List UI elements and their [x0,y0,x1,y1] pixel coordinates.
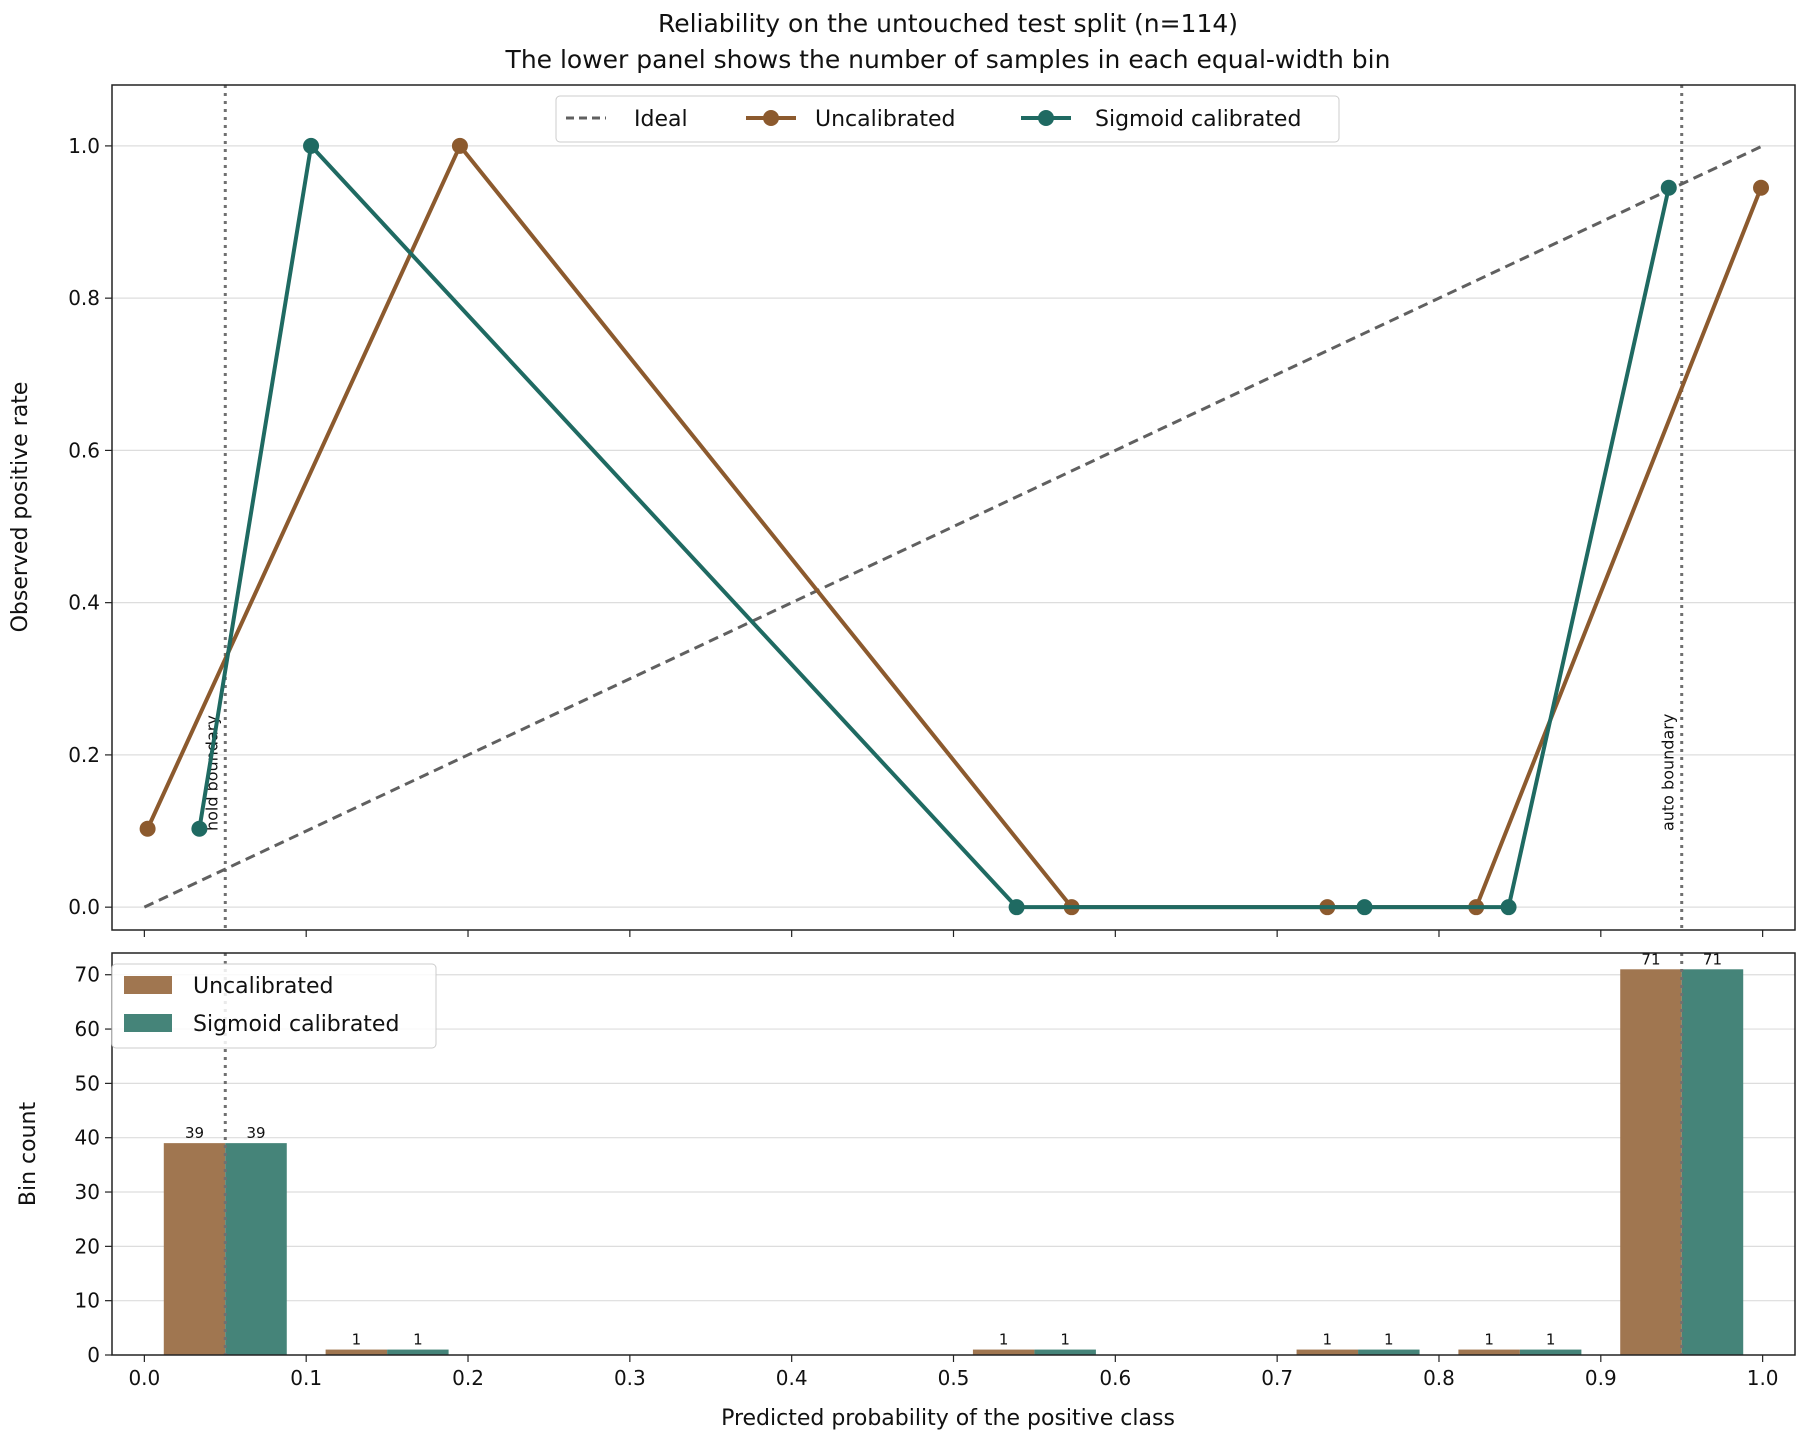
sigmoid-point [1500,899,1517,916]
bin-count-x-ticks: 0.0 0.1 0.2 0.3 0.4 0.5 0.6 0.7 0.8 0.9 1.0 [128,1355,1779,1390]
bin-count-legend-box [111,963,437,1049]
hold-boundary-label: hold boundary [202,715,221,831]
legend-sigmoid-marker [1038,110,1054,126]
uncalibrated-bar [1296,1349,1359,1355]
x-tick-label: 0.9 [1585,1366,1617,1390]
bar-value-label: 1 [1546,1331,1556,1349]
x-tick-label: 0.6 [1099,1366,1131,1390]
bin-count-y-tick-label: 0 [87,1343,100,1367]
sigmoid-point [1356,899,1373,916]
bin-count-y-tick-label: 70 [75,963,100,987]
reliability-y-tick-label: 1.0 [68,134,100,158]
reliability-legend: Ideal Uncalibrated Sigmoid calibrated [555,95,1340,143]
x-axis-label: Predicted probability of the positive cl… [721,1406,1175,1431]
reliability-y-axis-label: Observed positive rate [8,382,33,633]
bin-count-y-tick-label: 60 [75,1017,100,1041]
reliability-boundary-lines: hold boundary auto boundary [202,85,1684,930]
uncalibrated-bar [325,1349,388,1355]
sigmoid-bar [1681,969,1744,1355]
bar-value-label: 39 [185,1124,204,1142]
reliability-series [139,137,1770,916]
reliability-gridlines [112,145,1795,908]
reliability-y-tick-label: 0.8 [68,286,100,310]
uncalibrated-point [139,820,156,837]
legend-uncalibrated-marker [763,110,779,126]
legend-sigmoid-label: Sigmoid calibrated [1095,107,1301,132]
reliability-y-ticks: 0.0 0.2 0.4 0.6 0.8 1.0 [68,134,112,919]
chart-subtitle: The lower panel shows the number of samp… [505,45,1391,74]
sigmoid-point [1008,899,1025,916]
uncalibrated-point [1753,179,1770,196]
legend-bar-uncalibrated-label: Uncalibrated [193,974,333,999]
legend-bar-sigmoid-label: Sigmoid calibrated [193,1012,399,1037]
bin-count-bars: 39 39 1 1 1 1 1 1 1 1 71 71 [163,950,1744,1355]
legend-bar-uncalibrated-swatch [124,976,172,994]
uncalibrated-bar [972,1349,1035,1355]
legend-bar-sigmoid-swatch [124,1014,172,1032]
reliability-y-tick-label: 0.4 [68,591,100,615]
legend-ideal-label: Ideal [634,107,688,132]
x-tick-label: 1.0 [1747,1366,1779,1390]
bar-value-label: 1 [352,1331,362,1349]
reliability-legend-box [555,95,1340,143]
x-tick-label: 0.1 [290,1366,322,1390]
sigmoid-point [1660,179,1677,196]
bin-count-y-tick-label: 20 [75,1234,100,1258]
x-tick-label: 0.3 [614,1366,646,1390]
sigmoid-bar [1034,1349,1096,1355]
reliability-x-ticks [143,930,1764,937]
sigmoid-bar [1519,1349,1582,1355]
x-tick-label: 0.2 [452,1366,484,1390]
uncalibrated-point [451,137,468,154]
bin-count-y-tick-label: 40 [75,1126,100,1150]
sigmoid-point [303,137,320,154]
legend-uncalibrated-label: Uncalibrated [815,107,955,132]
bar-value-label: 71 [1641,950,1660,968]
ideal-series-line [143,144,1764,909]
reliability-y-tick-label: 0.0 [68,895,100,919]
chart-title: Reliability on the untouched test split … [658,9,1238,38]
reliability-y-tick-label: 0.6 [68,438,100,462]
uncalibrated-bar [1458,1349,1520,1355]
sigmoid-point [191,820,208,837]
bar-value-label: 1 [999,1331,1009,1349]
bar-value-label: 71 [1703,950,1722,968]
bin-count-legend: Uncalibrated Sigmoid calibrated [111,963,437,1049]
reliability-y-tick-label: 0.2 [68,743,100,767]
sigmoid-bar [225,1143,287,1355]
bin-count-y-axis-label: Bin count [16,1102,41,1207]
sigmoid-bar [387,1349,449,1355]
sigmoid-series-line [197,143,1671,910]
uncalibrated-bar [1620,969,1682,1355]
bin-count-y-tick-label: 30 [75,1180,100,1204]
reliability-panel: hold boundary auto boundary 0.00.20.40.60… [8,84,1796,937]
x-tick-label: 0.4 [776,1366,808,1390]
bin-count-y-tick-label: 10 [75,1289,100,1313]
x-tick-label: 0.7 [1261,1366,1293,1390]
bin-count-y-tick-label: 50 [75,1071,100,1095]
bin-count-y-ticks: 0 10 20 30 40 50 60 70 [75,963,112,1367]
bar-value-label: 39 [246,1124,265,1142]
bar-value-label: 1 [1384,1331,1394,1349]
sigmoid-bar [1358,1349,1420,1355]
bar-value-label: 1 [413,1331,423,1349]
bar-value-label: 1 [1484,1331,1494,1349]
bar-value-label: 1 [1060,1331,1070,1349]
x-tick-label: 0.5 [938,1366,970,1390]
uncalibrated-bar [163,1143,226,1355]
x-tick-label: 0.8 [1423,1366,1455,1390]
x-tick-label: 0.0 [128,1366,160,1390]
bar-value-label: 1 [1323,1331,1333,1349]
auto-boundary-label: auto boundary [1659,714,1678,831]
